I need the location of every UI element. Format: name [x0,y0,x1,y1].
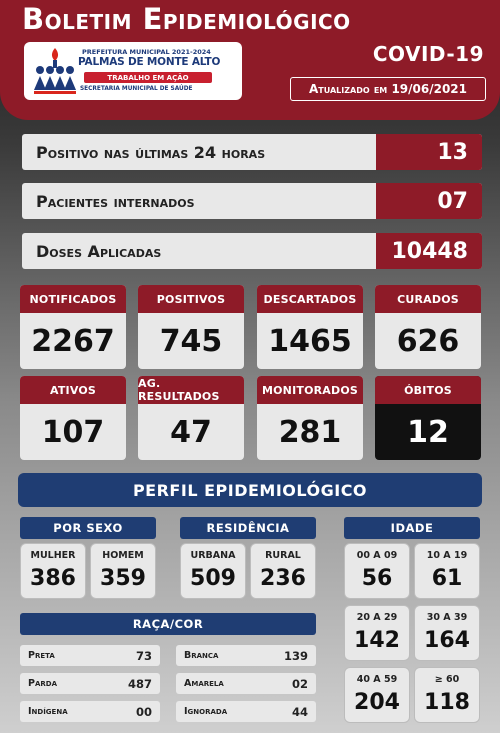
raca-value: 02 [291,676,308,691]
raca-row-indigena: Indígena 00 [20,701,160,722]
stat-value: 281 [278,414,342,450]
internados-bar: Pacientes internados 07 [22,183,482,219]
mini-value: 142 [354,628,400,653]
raca-label: Ignorada [184,706,228,717]
stat-value: 12 [407,414,449,450]
doses-bar: Doses Aplicadas 10448 [22,233,482,269]
stat-label: POSITIVOS [138,285,244,313]
idade-30-39: 30 A 39 164 [414,605,480,661]
raca-row-parda: Parda 487 [20,673,160,694]
mini-label: 30 A 39 [426,612,468,623]
stat-label: ATIVOS [20,376,126,404]
mini-label: HOMEM [102,550,144,561]
page-subtitle: COVID-19 [372,42,484,66]
mini-label: MULHER [30,550,76,561]
raca-value: 00 [135,704,152,719]
bar-value: 10448 [376,233,482,269]
raca-value: 73 [135,648,152,663]
idade-header: IDADE [344,517,480,539]
mini-value: 204 [354,690,400,715]
mini-value: 61 [431,566,463,591]
bar-label: Positivo nas últimas 24 horas [36,142,266,162]
sexo-homem: HOMEM 359 [90,543,156,599]
sexo-mulher: MULHER 386 [20,543,86,599]
bar-label: Pacientes internados [36,191,195,211]
bar-label: Doses Aplicadas [36,241,162,261]
mini-value: 509 [190,566,236,591]
raca-label: Preta [28,650,55,661]
stat-label: NOTIFICADOS [20,285,126,313]
mini-label: 00 A 09 [356,550,398,561]
header-banner: Boletim Epidemiológico COVID-19 Atualiza… [0,0,500,120]
idade-10-19: 10 A 19 61 [414,543,480,599]
stat-positivos: POSITIVOS 745 [138,285,244,369]
raca-value: 44 [291,704,308,719]
stat-label: ÓBITOS [375,376,481,404]
logo-city: PALMAS DE MONTE ALTO [78,56,221,68]
bar-value: 13 [376,134,482,170]
mini-label: 10 A 19 [426,550,468,561]
raca-label: Parda [28,678,57,689]
residencia-urbana: URBANA 509 [180,543,246,599]
raca-row-ignorada: Ignorada 44 [176,701,316,722]
residencia-header: RESIDÊNCIA [180,517,316,539]
idade-60-plus: ≥ 60 118 [414,667,480,723]
stat-value: 47 [170,414,212,450]
positivo-24h-bar: Positivo nas últimas 24 horas 13 [22,134,482,170]
logo-secretaria: SECRETARIA MUNICIPAL DE SAÚDE [80,86,193,92]
stat-label: CURADOS [375,285,481,313]
mini-value: 56 [361,566,393,591]
raca-header: RAÇA/COR [20,613,316,635]
residencia-rural: RURAL 236 [250,543,316,599]
stat-ativos: ATIVOS 107 [20,376,126,460]
idade-20-29: 20 A 29 142 [344,605,410,661]
stat-label: DESCARTADOS [257,285,363,313]
mini-label: RURAL [265,550,301,561]
mini-value: 164 [424,628,470,653]
raca-value: 487 [127,676,152,691]
mini-label: ≥ 60 [434,674,460,685]
stat-label: MONITORADOS [257,376,363,404]
stat-value: 107 [41,414,105,450]
people-torch-icon [34,48,76,94]
raca-label: Indígena [28,706,68,717]
sexo-header: POR SEXO [20,517,156,539]
stat-notificados: NOTIFICADOS 2267 [20,285,126,369]
prefeitura-logo: PREFEITURA MUNICIPAL 2021-2024 PALMAS DE… [24,42,242,100]
stat-value: 745 [159,323,223,359]
mini-label: 20 A 29 [356,612,398,623]
stat-value: 1465 [268,323,352,359]
raca-value: 139 [283,648,308,663]
mini-value: 359 [100,566,146,591]
stat-value: 626 [396,323,460,359]
stat-curados: CURADOS 626 [375,285,481,369]
stat-value: 2267 [31,323,115,359]
bar-value: 07 [376,183,482,219]
mini-value: 236 [260,566,306,591]
updated-date: Atualizado em 19/06/2021 [290,77,486,101]
raca-row-branca: Branca 139 [176,645,316,666]
raca-row-preta: Preta 73 [20,645,160,666]
page-title: Boletim Epidemiológico [22,2,351,36]
raca-label: Amarela [184,678,224,689]
mini-label: URBANA [190,550,236,561]
perfil-title: PERFIL EPIDEMIOLÓGICO [18,473,482,507]
stat-descartados: DESCARTADOS 1465 [257,285,363,369]
stat-ag-resultados: AG. RESULTADOS 47 [138,376,244,460]
logo-prefeitura: PREFEITURA MUNICIPAL 2021-2024 [82,48,211,56]
stat-monitorados: MONITORADOS 281 [257,376,363,460]
stat-obitos: ÓBITOS 12 [375,376,481,460]
idade-00-09: 00 A 09 56 [344,543,410,599]
stat-label: AG. RESULTADOS [138,376,244,404]
mini-label: 40 A 59 [356,674,398,685]
idade-40-59: 40 A 59 204 [344,667,410,723]
logo-slogan: TRABALHO EM AÇÃO [84,72,212,83]
mini-value: 118 [424,690,470,715]
raca-label: Branca [184,650,219,661]
raca-row-amarela: Amarela 02 [176,673,316,694]
mini-value: 386 [30,566,76,591]
